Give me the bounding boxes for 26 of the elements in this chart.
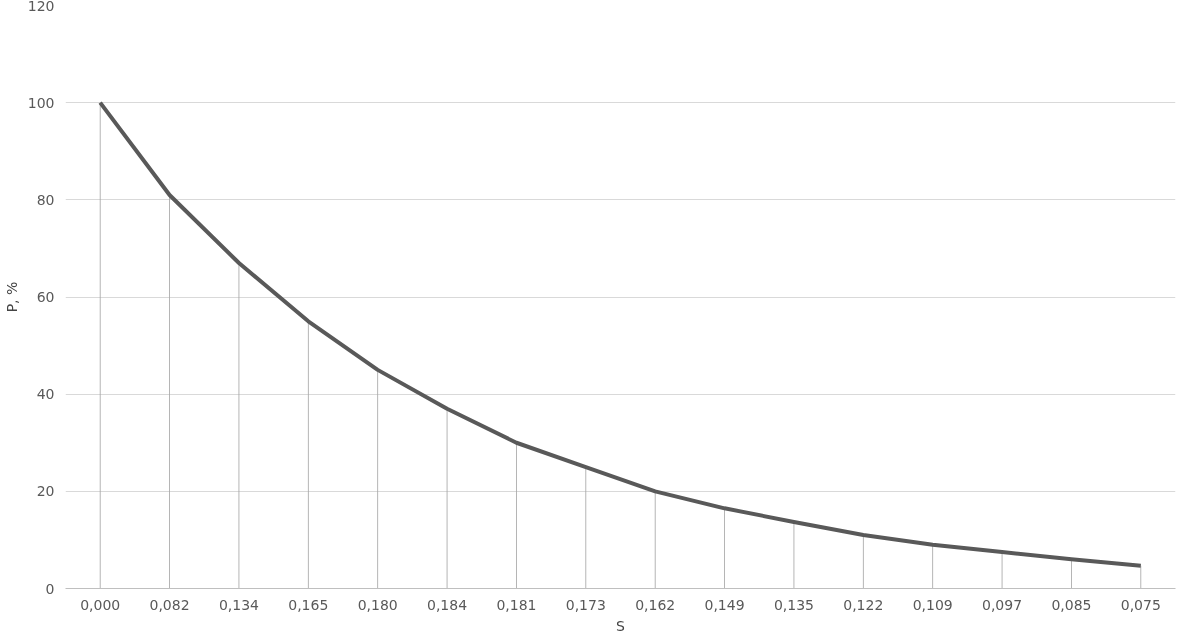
x-axis-title: S — [616, 617, 626, 634]
y-tick-label: 0 — [45, 580, 55, 597]
y-tick-label: 40 — [36, 386, 55, 403]
x-tick-label: 0,097 — [982, 596, 1023, 613]
x-tick-label: 0,165 — [288, 596, 329, 613]
x-tick-label: 0,085 — [1051, 596, 1092, 613]
x-tick-label: 0,162 — [635, 596, 676, 613]
y-tick-label: 100 — [27, 94, 55, 111]
x-tick-label: 0,000 — [80, 596, 121, 613]
x-tick-label: 0,109 — [912, 596, 953, 613]
x-tick-label: 0,181 — [496, 596, 537, 613]
x-tick-label: 0,135 — [773, 596, 814, 613]
x-tick-label: 0,122 — [843, 596, 884, 613]
x-tick-label: 0,075 — [1120, 596, 1161, 613]
x-tick-label: 0,180 — [357, 596, 398, 613]
y-tick-label: 80 — [36, 191, 55, 208]
x-tick-label: 0,184 — [427, 596, 468, 613]
line-series — [98, 100, 1143, 568]
y-tick-label: 120 — [27, 0, 55, 14]
x-tick-label: 0,134 — [218, 596, 260, 613]
x-tick-label: 0,149 — [704, 596, 745, 613]
x-tick-label: 0,082 — [149, 596, 190, 613]
y-tick-label: 20 — [36, 483, 55, 500]
y-tick-label: 60 — [36, 289, 55, 305]
x-tick-label: 0,173 — [565, 596, 606, 613]
y-axis-title: P, % — [3, 281, 20, 313]
